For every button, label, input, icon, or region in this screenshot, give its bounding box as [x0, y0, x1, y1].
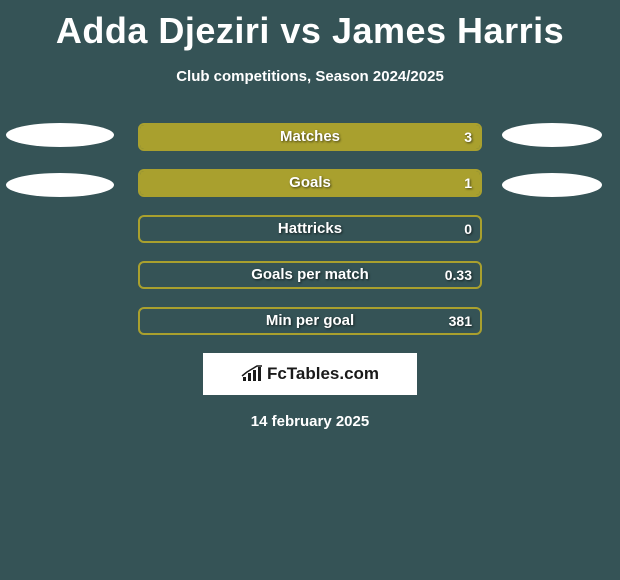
- stat-row: Goals 1: [0, 169, 620, 197]
- stat-row: Matches 3: [0, 123, 620, 151]
- logo-text: FcTables.com: [267, 364, 379, 384]
- date-text: 14 february 2025: [0, 413, 620, 430]
- logo-box: FcTables.com: [203, 353, 417, 395]
- bar-track: [138, 123, 482, 151]
- stat-row: Min per goal 381: [0, 307, 620, 335]
- page-title: Adda Djeziri vs James Harris: [0, 0, 620, 52]
- subtitle: Club competitions, Season 2024/2025: [0, 68, 620, 85]
- bar-track: [138, 307, 482, 335]
- bar-track: [138, 261, 482, 289]
- comparison-chart: Matches 3 Goals 1 Hattricks 0 Goals per …: [0, 123, 620, 335]
- bar-track: [138, 169, 482, 197]
- bar-track: [138, 215, 482, 243]
- bar-fill: [140, 171, 480, 195]
- chart-icon: [241, 365, 263, 383]
- bar-fill: [140, 125, 480, 149]
- stat-row: Hattricks 0: [0, 215, 620, 243]
- stat-row: Goals per match 0.33: [0, 261, 620, 289]
